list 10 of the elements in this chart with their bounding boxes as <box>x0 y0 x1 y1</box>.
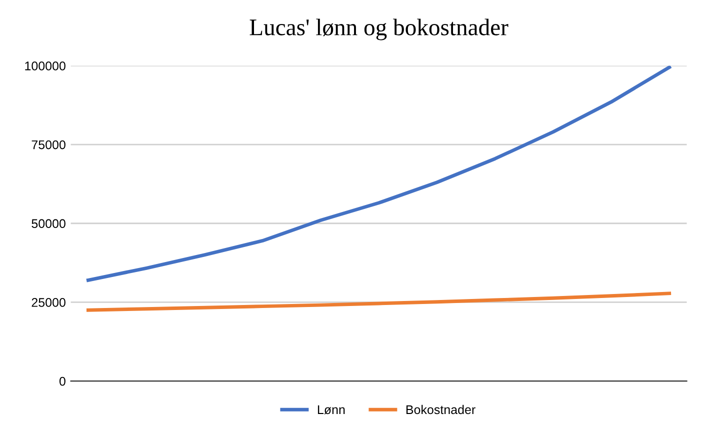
line-series <box>86 292 672 312</box>
chart-title: Lucas' lønn og bokostnader <box>250 18 508 40</box>
legend-label: Lønn <box>318 405 345 414</box>
y-tick-label: 100000 <box>25 62 66 70</box>
line-series <box>86 66 672 282</box>
y-tick-label: 0 <box>59 376 66 386</box>
y-tick-label: 75000 <box>32 140 66 150</box>
y-tick-label: 50000 <box>32 219 66 228</box>
legend-label: Bokostnader <box>406 404 476 414</box>
y-tick-label: 25000 <box>32 298 66 307</box>
